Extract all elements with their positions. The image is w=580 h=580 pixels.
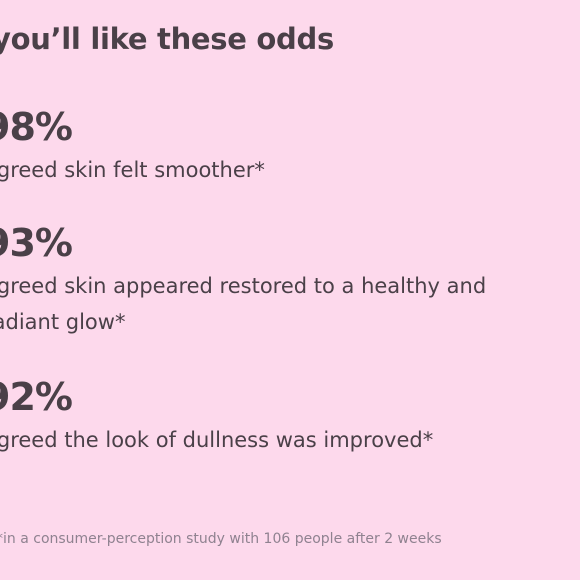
stat-description-line: radiant glow* [0,310,126,334]
footnote: *in a consumer-perception study with 106… [0,531,442,547]
stat-description-line: agreed skin appeared restored to a healt… [0,274,487,298]
stat-value: 93% [0,221,73,265]
stat-description: agreed skin appeared restored to a healt… [0,268,486,340]
stat-item: 98% agreed skin felt smoother* [0,108,265,188]
section-heading: you’ll like these odds [0,22,334,56]
stat-description: agreed skin felt smoother* [0,158,265,182]
stat-value: 98% [0,105,73,149]
stat-value: 92% [0,375,73,419]
stat-description: agreed the look of dullness was improved… [0,428,434,452]
stat-item: 92% agreed the look of dullness was impr… [0,378,433,458]
stat-item: 93% agreed skin appeared restored to a h… [0,224,486,340]
